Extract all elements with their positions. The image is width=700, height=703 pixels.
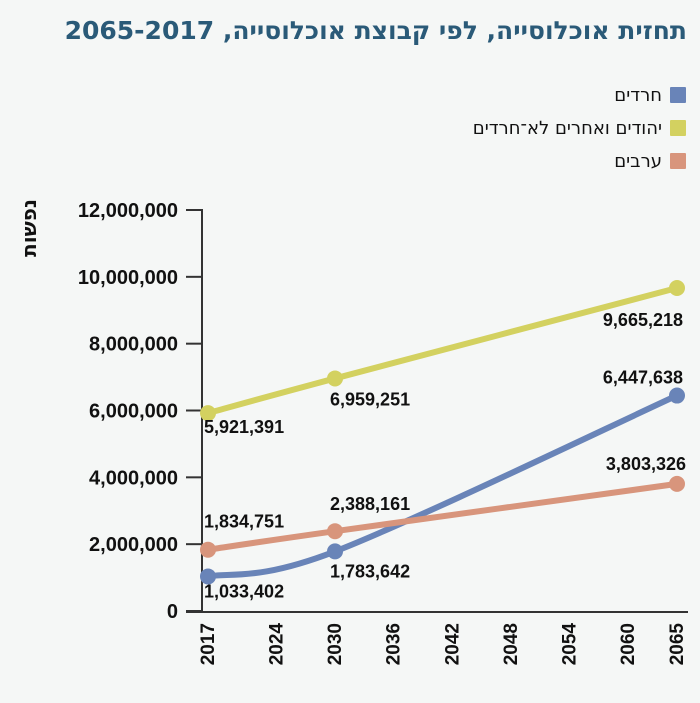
x-tick-label: 2024 [266, 623, 287, 666]
y-tick-label: 4,000,000 [89, 467, 178, 489]
x-tick-label: 2060 [618, 623, 639, 665]
x-tick-label: 2048 [501, 623, 522, 665]
data-point-jews-non-haredi-2030 [327, 370, 344, 387]
series-line-jews-non-haredi [205, 285, 680, 417]
data-label-jews-non-haredi-2030: 6,959,251 [330, 389, 410, 409]
data-label-haredim-2017: 1,033,402 [204, 581, 284, 601]
x-tick-label: 2042 [442, 623, 463, 665]
y-tick-label: 8,000,000 [89, 334, 178, 356]
data-label-haredim-2065: 6,447,638 [603, 368, 683, 388]
y-tick-label: 2,000,000 [89, 534, 178, 556]
legend-swatch-haredim [670, 87, 686, 103]
series-line-haredim [205, 392, 680, 580]
y-axis-title: נפשות [17, 199, 41, 257]
data-label-arabs-2017: 1,834,751 [204, 512, 284, 532]
y-tick-label: 0 [167, 601, 178, 623]
data-label-jews-non-haredi-2065: 9,665,218 [603, 310, 683, 330]
data-label-haredim-2030: 1,783,642 [330, 561, 410, 581]
y-tick-label: 10,000,000 [78, 267, 178, 289]
series-line-arabs [205, 480, 680, 553]
data-point-jews-non-haredi-2065 [669, 280, 685, 297]
legend-label-arabs: ערבים [614, 150, 662, 172]
legend-swatch-jews-non-haredi [670, 120, 686, 136]
data-point-haredim-2030 [327, 543, 344, 560]
legend-label-haredim: חרדים [614, 84, 662, 106]
legend-label-jews-non-haredi: יהודים ואחרים לא־חרדים [472, 117, 662, 139]
data-point-arabs-2017 [200, 541, 216, 558]
x-tick-label: 2065 [667, 623, 688, 666]
y-tick-label: 6,000,000 [89, 401, 178, 423]
data-point-haredim-2065 [669, 387, 685, 404]
y-tick-label: 12,000,000 [78, 200, 178, 222]
data-point-jews-non-haredi-2017 [200, 405, 216, 422]
data-label-arabs-2065: 3,803,326 [606, 454, 686, 474]
x-tick-label: 2017 [198, 623, 219, 665]
x-tick-label: 2054 [560, 623, 581, 666]
legend-item-haredim: חרדים [473, 84, 686, 106]
data-label-arabs-2030: 2,388,161 [330, 494, 410, 514]
data-point-haredim-2017 [200, 568, 216, 585]
chart-legend: חרדים יהודים ואחרים לא־חרדים ערבים [473, 84, 686, 183]
x-tick-label: 2036 [384, 623, 405, 665]
data-point-arabs-2030 [327, 523, 344, 540]
legend-item-arabs: ערבים [473, 150, 686, 172]
data-label-jews-non-haredi-2017: 5,921,391 [204, 417, 284, 437]
chart-title: תחזית אוכלוסייה, לפי קבוצת אוכלוסייה, 20… [64, 16, 687, 45]
legend-swatch-arabs [670, 153, 686, 169]
x-tick-label: 2030 [325, 623, 346, 665]
data-point-arabs-2065 [669, 475, 685, 492]
legend-item-jews-non-haredi: יהודים ואחרים לא־חרדים [473, 117, 686, 139]
